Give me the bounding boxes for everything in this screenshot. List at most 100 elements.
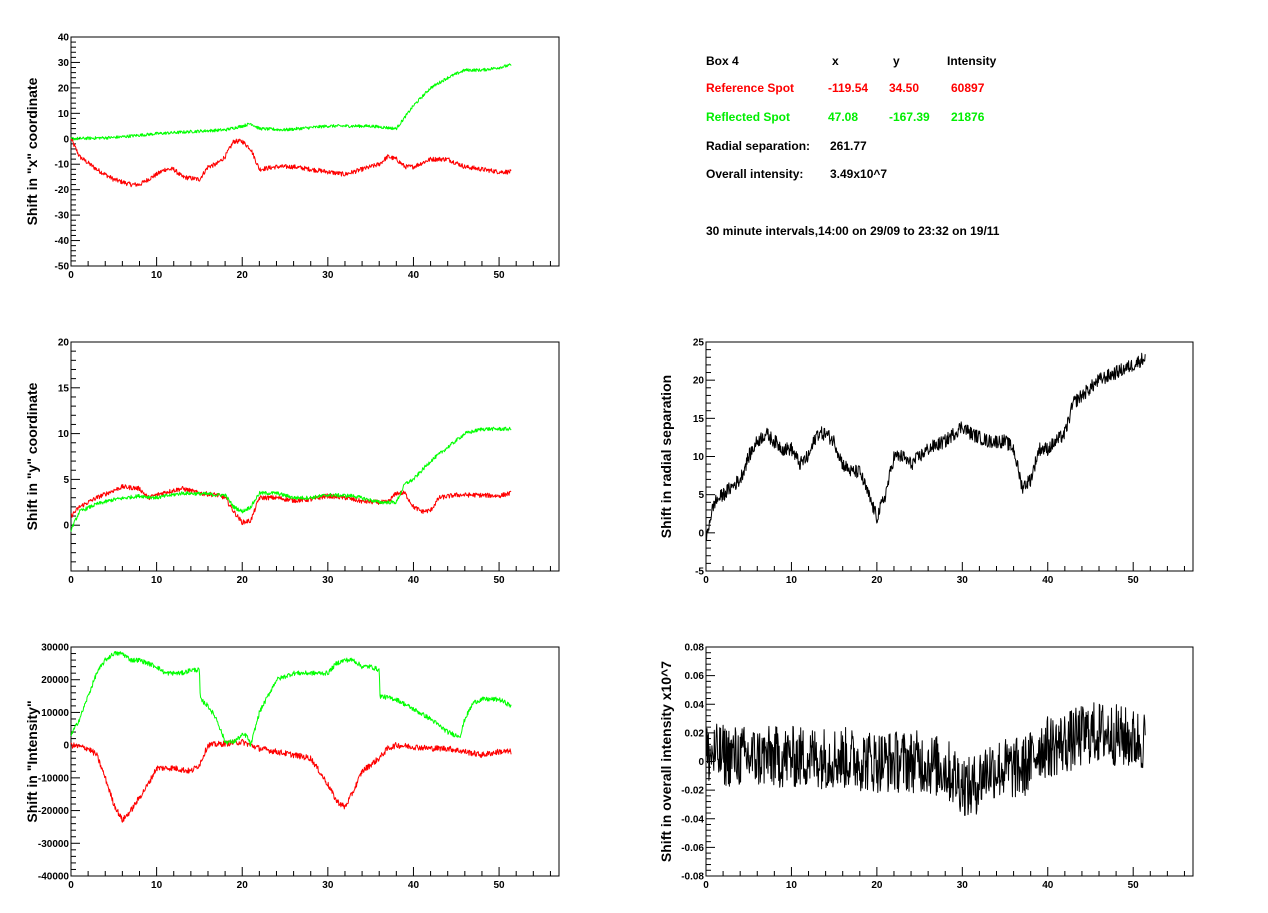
reference-spot-label: Reference Spot xyxy=(706,81,795,95)
y-tick-label: 0 xyxy=(63,521,69,532)
x-tick-label: 0 xyxy=(703,880,709,891)
x-tick-label: 20 xyxy=(871,880,883,891)
x-tick-label: 50 xyxy=(494,270,506,281)
y-tick-label: -20 xyxy=(55,185,70,196)
y-tick-label: -0.08 xyxy=(681,872,704,883)
x-tick-label: 0 xyxy=(68,880,74,891)
x-tick-label: 50 xyxy=(494,880,506,891)
y-tick-label: -0.06 xyxy=(681,843,704,854)
y-tick-label: 20 xyxy=(58,338,70,349)
y-tick-label: 0.02 xyxy=(685,728,705,739)
y-tick-label: 0.08 xyxy=(685,643,705,654)
reference-spot-intensity: 60897 xyxy=(951,81,985,95)
x-tick-label: 0 xyxy=(703,575,709,586)
y-axis-label: Shift in "Intensity" xyxy=(24,700,40,822)
y-tick-label: 5 xyxy=(63,475,69,486)
x-tick-label: 30 xyxy=(322,575,334,586)
x-tick-label: 20 xyxy=(237,880,249,891)
y-tick-label: -0.02 xyxy=(681,786,704,797)
y-tick-label: 0.04 xyxy=(685,700,705,711)
series-line-1 xyxy=(705,702,1146,816)
info-header-y: y xyxy=(893,54,900,68)
info-header-box: Box 4 xyxy=(706,54,739,68)
y-tick-label: 15 xyxy=(58,383,70,394)
y-tick-label: -30 xyxy=(55,211,70,222)
y-tick-label: 10 xyxy=(58,429,70,440)
overall-intensity-label: Overall intensity: xyxy=(706,167,804,181)
x-tick-label: 20 xyxy=(237,575,249,586)
x-tick-label: 10 xyxy=(151,880,163,891)
y-tick-label: 20 xyxy=(58,83,70,94)
y-tick-label: 0 xyxy=(63,741,69,752)
plot-frame xyxy=(70,341,560,572)
y-tick-label: -10000 xyxy=(38,773,70,784)
y-tick-label: -30000 xyxy=(38,839,70,850)
x-tick-label: 40 xyxy=(408,575,420,586)
chart-1: 0 10 20 30 40 50 -50 -40 -30 -20 -10 0 10 20 30 40 Shift… xyxy=(24,33,560,281)
y-tick-label: -10 xyxy=(55,160,70,171)
reference-spot-y: 34.50 xyxy=(889,81,920,95)
y-tick-label: 0 xyxy=(698,757,704,768)
y-tick-label: 0.06 xyxy=(685,671,705,682)
y-tick-label: 10 xyxy=(693,452,705,463)
radial-separation-value: 261.77 xyxy=(830,139,867,153)
y-tick-label: 20 xyxy=(693,376,705,387)
reflected-spot-label: Reflected Spot xyxy=(706,110,791,124)
series-line-1 xyxy=(70,484,512,526)
x-tick-label: 20 xyxy=(237,270,249,281)
reflected-spot-y: -167.39 xyxy=(889,110,930,124)
y-axis-label: Shift in overall intensity x10^7 xyxy=(658,661,674,862)
chart-3: 0 10 20 30 40 50 -40000 -30000 -20000 -10000 0 1000… xyxy=(24,643,560,891)
y-tick-label: 10 xyxy=(58,109,70,120)
y-axis-label: Shift in radial separation xyxy=(658,375,674,538)
x-tick-label: 30 xyxy=(322,880,334,891)
y-tick-label: 0 xyxy=(698,528,704,539)
interval-note: 30 minute intervals,14:00 on 29/09 to 23… xyxy=(706,224,1000,238)
x-tick-label: 50 xyxy=(1128,575,1140,586)
series-line-2 xyxy=(70,651,512,747)
y-axis-label: Shift in "x" coordinate xyxy=(24,77,40,225)
x-tick-label: 50 xyxy=(1128,880,1140,891)
x-tick-label: 10 xyxy=(151,270,163,281)
overall-intensity-value: 3.49x10^7 xyxy=(830,167,888,181)
y-tick-label: 0 xyxy=(63,134,69,145)
x-tick-label: 50 xyxy=(494,575,506,586)
x-tick-label: 30 xyxy=(957,575,969,586)
x-tick-label: 40 xyxy=(1042,575,1054,586)
series-line-2 xyxy=(70,63,512,141)
y-tick-label: 20000 xyxy=(41,675,69,686)
x-tick-label: 20 xyxy=(871,575,883,586)
y-tick-label: 40 xyxy=(58,33,70,44)
y-tick-label: 10000 xyxy=(41,708,69,719)
y-tick-label: -50 xyxy=(55,262,70,273)
y-tick-label: -20000 xyxy=(38,806,70,817)
x-tick-label: 40 xyxy=(408,270,420,281)
x-tick-label: 30 xyxy=(957,880,969,891)
y-tick-label: -40 xyxy=(55,236,70,247)
y-tick-label: -5 xyxy=(695,567,704,578)
plot-frame xyxy=(705,341,1194,572)
series-line-2 xyxy=(70,426,512,532)
chart-2: 0 10 20 30 40 50 0 5 10 15 20 Shift in "y" coordina… xyxy=(24,338,560,586)
y-tick-label: 30000 xyxy=(41,643,69,654)
x-tick-label: 0 xyxy=(68,575,74,586)
info-header-x: x xyxy=(832,54,839,68)
y-tick-label: 25 xyxy=(693,338,705,349)
x-tick-label: 40 xyxy=(408,880,420,891)
info-header-intensity: Intensity xyxy=(947,54,997,68)
x-tick-label: 10 xyxy=(786,575,798,586)
x-tick-label: 30 xyxy=(322,270,334,281)
y-tick-label: 15 xyxy=(693,414,705,425)
reference-spot-x: -119.54 xyxy=(828,81,869,95)
y-tick-label: 30 xyxy=(58,58,70,69)
series-line-1 xyxy=(705,352,1146,542)
x-tick-label: 10 xyxy=(151,575,163,586)
radial-separation-label: Radial separation: xyxy=(706,139,811,153)
reflected-spot-x: 47.08 xyxy=(828,110,859,124)
y-axis-label: Shift in "y" coordinate xyxy=(24,382,40,530)
series-line-1 xyxy=(70,738,512,823)
x-tick-label: 10 xyxy=(786,880,798,891)
x-tick-label: 40 xyxy=(1042,880,1054,891)
plot-frame xyxy=(70,36,560,267)
